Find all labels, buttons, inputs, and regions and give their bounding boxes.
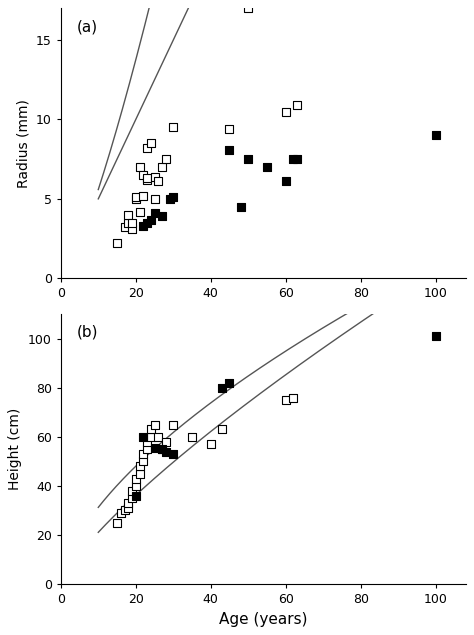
Point (170, 449, 177, 459)
Point (139, 221, 147, 231)
Text: (b): (b) (77, 325, 99, 340)
Point (226, 145, 233, 155)
Point (290, 392, 297, 403)
Point (166, 194, 173, 204)
Point (132, 491, 139, 501)
Point (132, 192, 139, 203)
Text: (a): (a) (77, 19, 98, 34)
Point (151, 208, 158, 218)
Point (158, 211, 166, 222)
Point (136, 162, 143, 172)
Point (121, 222, 128, 232)
Point (132, 474, 139, 484)
Point (432, 130, 439, 140)
Point (207, 439, 215, 450)
Point (128, 493, 136, 504)
Point (132, 481, 139, 491)
Point (170, 123, 177, 133)
Point (143, 143, 151, 153)
Point (218, 424, 226, 434)
Point (143, 173, 151, 184)
Point (128, 224, 136, 234)
Point (226, 124, 233, 134)
Point (293, 100, 301, 110)
Point (143, 444, 151, 454)
Point (125, 503, 132, 513)
Point (158, 444, 166, 454)
Point (226, 378, 233, 388)
Point (136, 469, 143, 479)
Point (282, 395, 290, 405)
Point (162, 446, 170, 457)
Point (218, 383, 226, 393)
Point (121, 505, 128, 516)
Point (155, 177, 162, 187)
Y-axis label: Height (cm): Height (cm) (9, 408, 22, 490)
Point (139, 457, 147, 467)
Point (151, 420, 158, 430)
Point (282, 177, 290, 187)
X-axis label: Age (years): Age (years) (219, 612, 308, 627)
Point (147, 432, 155, 442)
Point (125, 218, 132, 228)
Point (128, 486, 136, 496)
Point (162, 437, 170, 447)
Point (147, 424, 155, 434)
Point (139, 449, 147, 459)
Point (147, 215, 155, 225)
Point (136, 461, 143, 471)
Point (158, 444, 166, 454)
Point (245, 154, 252, 164)
Point (432, 331, 439, 342)
Point (147, 138, 155, 149)
Y-axis label: Radius (mm): Radius (mm) (16, 99, 30, 188)
Point (290, 154, 297, 164)
Point (143, 175, 151, 185)
Point (143, 437, 151, 447)
Point (188, 432, 196, 442)
Point (136, 206, 143, 217)
Point (151, 443, 158, 453)
Point (113, 238, 121, 248)
Point (132, 194, 139, 204)
Point (158, 162, 166, 172)
Point (282, 107, 290, 117)
Point (113, 518, 121, 528)
Point (125, 498, 132, 508)
Point (170, 192, 177, 203)
Point (237, 202, 245, 212)
Point (128, 218, 136, 228)
Point (263, 162, 271, 172)
Point (170, 420, 177, 430)
Point (151, 194, 158, 204)
Point (293, 154, 301, 164)
Point (155, 432, 162, 442)
Point (143, 218, 151, 228)
Point (139, 432, 147, 442)
Point (139, 170, 147, 180)
Point (117, 508, 125, 518)
Point (162, 154, 170, 164)
Point (125, 210, 132, 220)
Point (151, 171, 158, 182)
Point (139, 190, 147, 201)
Point (245, 3, 252, 13)
